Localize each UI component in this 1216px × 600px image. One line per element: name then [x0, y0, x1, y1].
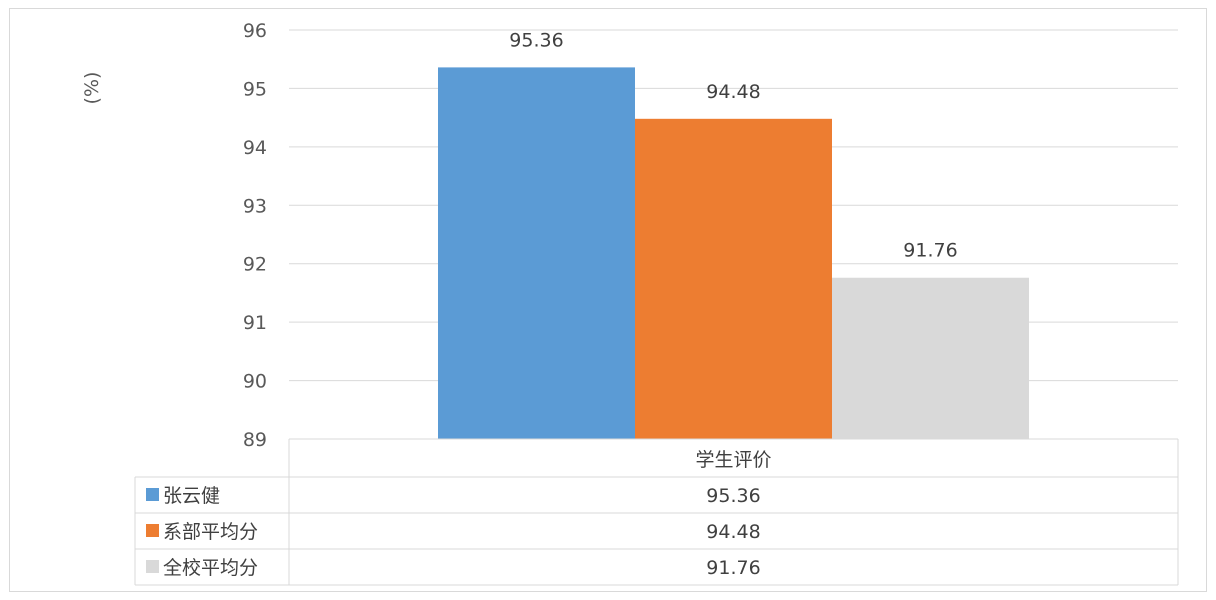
data-labels: 95.36 94.48 91.76 — [509, 29, 957, 261]
bar — [832, 277, 1029, 439]
y-axis-ticks: 89 90 91 92 93 94 95 96 — [243, 20, 267, 451]
data-label: 94.48 — [706, 81, 760, 103]
y-tick-label: 89 — [243, 429, 267, 451]
y-tick-label: 93 — [243, 195, 267, 217]
y-axis-label: (%) — [81, 72, 103, 105]
table-value: 95.36 — [706, 485, 760, 507]
y-tick-label: 92 — [243, 254, 267, 276]
legend-key — [146, 488, 159, 501]
y-tick-label: 91 — [243, 312, 267, 334]
table-value: 94.48 — [706, 521, 760, 543]
legend-key — [146, 560, 159, 573]
legend-key — [146, 524, 159, 537]
data-label: 95.36 — [509, 29, 563, 51]
bars — [438, 67, 1029, 439]
y-tick-label: 90 — [243, 371, 267, 393]
bar — [635, 118, 832, 439]
y-tick-label: 96 — [243, 20, 267, 42]
y-tick-label: 95 — [243, 78, 267, 100]
legend-series-name: 张云健 — [163, 485, 220, 507]
data-label: 91.76 — [903, 240, 957, 262]
y-tick-label: 94 — [243, 137, 267, 159]
bar — [438, 67, 635, 439]
table-category-header: 学生评价 — [695, 449, 771, 471]
legend-series-name: 全校平均分 — [163, 557, 258, 579]
table-value: 91.76 — [706, 557, 760, 579]
legend-series-name: 系部平均分 — [163, 521, 258, 543]
